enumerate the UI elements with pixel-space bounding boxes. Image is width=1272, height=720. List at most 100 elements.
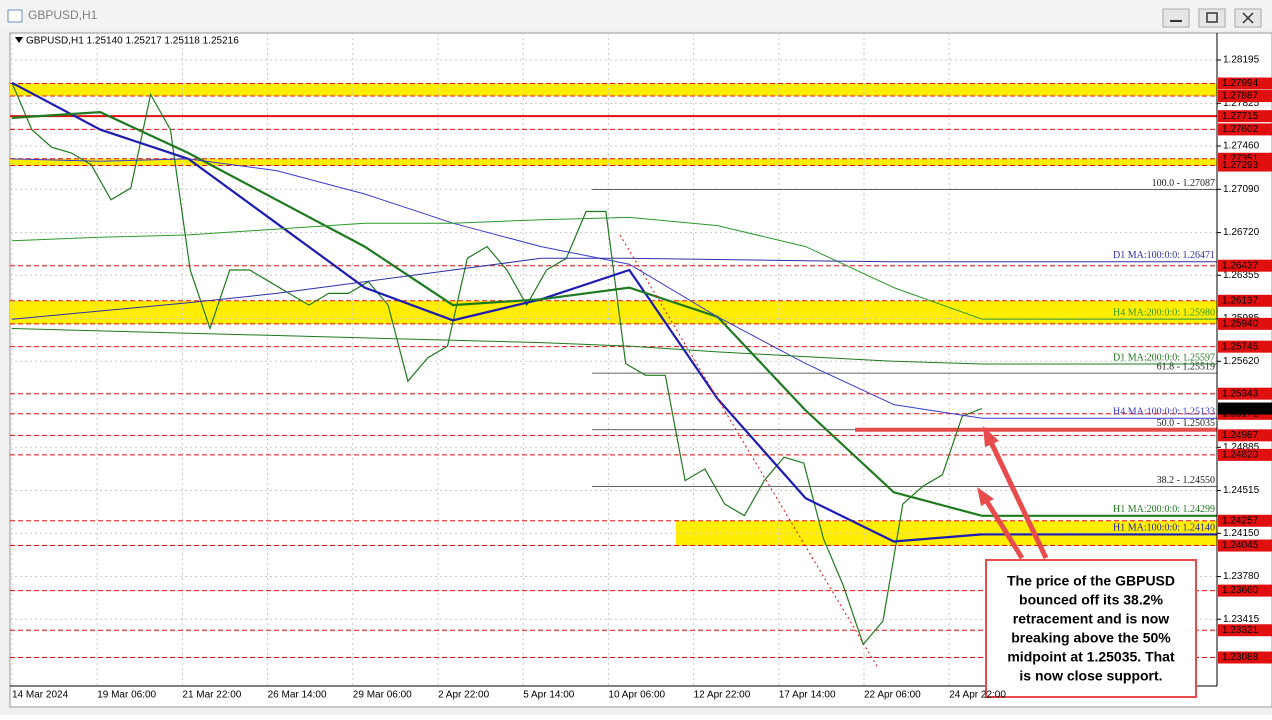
x-tick-label: 24 Apr 22:00 [949,690,1006,701]
ma-label: H1 MA:100:0:0: 1.24140 [1113,523,1215,534]
ma-label: H4 MA:100:0:0: 1.25133 [1113,407,1215,418]
annotation-line: is now close support. [1019,668,1162,684]
level-box [1218,294,1272,307]
ma-label: H1 MA:200:0:0: 1.24299 [1113,504,1215,515]
support-zone [10,300,1217,324]
level-box [1218,651,1272,664]
arrow-shaft [987,438,1049,560]
plot: 100.0 - 1.27087 61.8 - 1.25519 50.0 - 1.25… [10,33,1217,685]
arrow-shaft [983,498,1025,560]
current-price-label: 1.25216 [1222,403,1259,414]
level-label: 1.23321 [1222,625,1259,636]
moving-average [11,110,983,517]
level-box [1218,584,1272,597]
level-label: 1.27715 [1222,111,1259,122]
y-tick-label: 1.24515 [1223,485,1260,496]
y-tick-label: 1.26720 [1223,227,1260,238]
maximize-icon [1206,12,1218,23]
support-zone [10,83,1217,97]
window-controls[interactable] [1162,8,1262,28]
x-tick-label: 10 Apr 06:00 [608,690,665,701]
moving-average [11,158,983,419]
fib-label: 38.2 - 1.24550 [1157,475,1215,486]
current-price-box [1218,402,1272,415]
moving-average [11,81,983,543]
title-bar [0,0,1272,30]
annotation-arrows [977,426,1049,560]
close-icon [1242,12,1254,24]
x-tick-label: 12 Apr 22:00 [694,690,751,701]
annotation-line: The price of the GBPUSD [1007,573,1175,589]
level-box [1218,429,1272,442]
level-box [1218,259,1272,272]
level-box [1218,624,1272,637]
x-tick-label: 19 Mar 06:00 [97,690,156,701]
level-label: 1.24820 [1222,450,1259,461]
level-box [1218,77,1272,90]
level-label: 1.26437 [1222,260,1259,271]
y-tick-label: 1.27460 [1223,141,1260,152]
y-tick-label: 1.25620 [1223,356,1260,367]
x-tick-label: 21 Mar 22:00 [182,690,241,701]
support-zone [10,158,1217,166]
annotation-line: bounced off its 38.2% [1019,592,1163,608]
moving-average [11,328,983,365]
level-label: 1.25745 [1222,341,1259,352]
y-tick-label: 1.28195 [1223,55,1260,66]
level-label: 1.24045 [1222,540,1259,551]
level-label: 1.27351 [1222,153,1259,164]
ma-label: D1 MA:100:0:0: 1.26471 [1113,250,1215,261]
annotation: The price of the GBPUSD bounced off its 3… [1007,573,1175,684]
level-box [1218,539,1272,552]
minimize-button[interactable] [1162,8,1190,28]
moving-average [11,257,983,320]
level-label: 1.27887 [1222,91,1259,102]
level-box [1218,340,1272,353]
x-tick-label: 29 Mar 06:00 [353,690,412,701]
level-label: 1.24987 [1222,430,1259,441]
level-box [1218,317,1272,330]
level-label: 1.23088 [1222,652,1259,663]
level-label: 1.27994 [1222,78,1259,89]
level-box [1218,90,1272,103]
chart-header: GBPUSD,H1 1.25140 1.25217 1.25118 1.2521… [26,36,239,47]
ma-label: H4 MA:200:0:0: 1.25980 [1113,307,1215,318]
fib-swing-line [619,234,879,669]
y-tick-label: 1.23415 [1223,614,1260,625]
y-tick-label: 1.27090 [1223,184,1260,195]
y-tick-label: 1.26355 [1223,270,1260,281]
level-label: 1.25940 [1222,318,1259,329]
annotation-line: midpoint at 1.25035. That [1007,649,1175,665]
annotation-box [985,559,1197,698]
x-tick-label: 5 Apr 14:00 [523,690,575,701]
header-triangle [15,37,23,43]
fib-label: 50.0 - 1.25035 [1157,418,1215,429]
arrow-head [983,426,999,447]
level-box [1218,110,1272,123]
x-tick-label: 22 Apr 06:00 [864,690,921,701]
level-label: 1.27602 [1222,124,1259,135]
y-tick-label: 1.27825 [1223,98,1260,109]
x-tick-label: 17 Apr 14:00 [779,690,836,701]
fib-label: 61.8 - 1.25519 [1157,361,1215,372]
level-label: 1.26137 [1222,295,1259,306]
arrow-head [977,487,994,506]
level-box [1218,448,1272,461]
y-tick-label: 1.24885 [1223,442,1260,453]
level-box [1218,123,1272,136]
level-label: 1.24257 [1222,515,1259,526]
maximize-button[interactable] [1198,8,1226,28]
annotation-line: retracement and is now [1013,611,1169,627]
level-label: 1.25343 [1222,388,1259,399]
level-label: 1.23660 [1222,585,1259,596]
window-icon [7,9,23,23]
y-tick-label: 1.23780 [1223,571,1260,582]
window-title: GBPUSD,H1 [28,8,98,22]
x-tick-label: 14 Mar 2024 [12,690,69,701]
fib-label: 100.0 - 1.27087 [1152,178,1215,189]
x-tick-label: 2 Apr 22:00 [438,690,490,701]
level-box [1218,514,1272,527]
y-tick-label: 1.24150 [1223,528,1260,539]
ma-label: D1 MA:200:0:0: 1.25597 [1113,352,1215,363]
level-label: 1.27293 [1222,160,1259,171]
